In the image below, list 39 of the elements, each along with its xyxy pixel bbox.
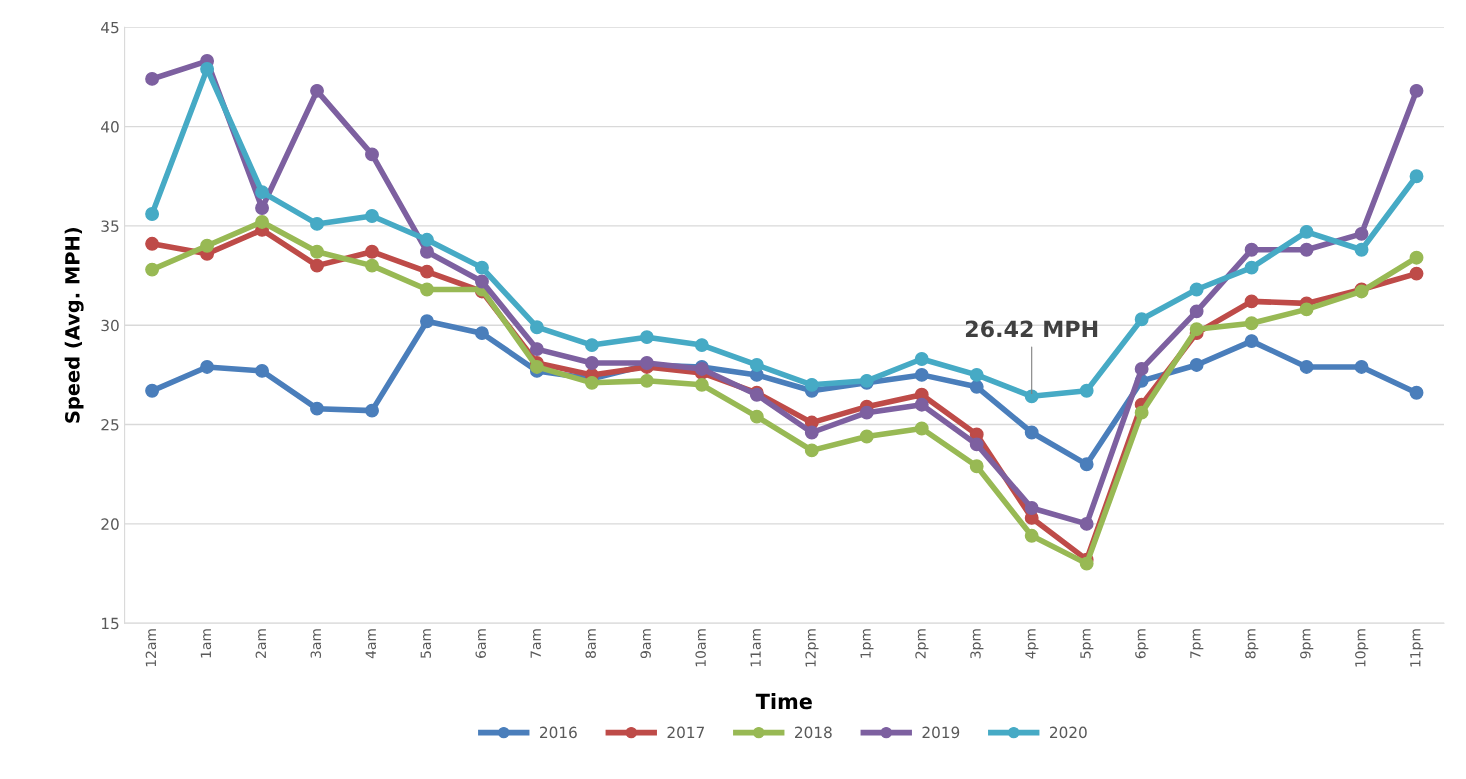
x-tick-label: 11am: [750, 629, 761, 667]
x-tick-label: 8am: [585, 629, 596, 658]
x-tick-label: 7pm: [1190, 629, 1204, 659]
x-tick-label: 5pm: [1080, 629, 1094, 659]
x-tick-label: 4am: [365, 629, 377, 659]
legend-label: 2020: [1050, 726, 1087, 739]
y-tick-label: 25: [101, 419, 119, 431]
x-tick-label: 2am: [255, 629, 267, 658]
x-tick-label: 1pm: [860, 629, 874, 658]
x-tick-label: 9pm: [1300, 629, 1314, 659]
x-tick-label: 1am: [200, 629, 212, 658]
x-axis-title: Time: [755, 693, 812, 710]
y-axis-title: Speed (Avg. MPH): [64, 228, 84, 423]
x-tick-label: 12am: [145, 629, 157, 667]
legend-label: 2018: [795, 726, 832, 739]
x-tick-label: 11pm: [1410, 629, 1424, 667]
y-tick-label: 20: [101, 518, 119, 530]
x-tick-label: 2pm: [915, 629, 929, 659]
y-tick-label: 35: [101, 220, 119, 232]
x-tick-label: 7am: [530, 629, 541, 658]
x-tick-label: 3pm: [970, 629, 984, 659]
legend-label: 2019: [922, 726, 960, 739]
y-tick-label: 15: [101, 617, 119, 630]
x-tick-label: 10am: [695, 629, 706, 667]
y-tick-label: 40: [101, 121, 119, 133]
x-tick-label: 4pm: [1025, 629, 1039, 659]
x-tick-label: 3am: [310, 629, 322, 658]
y-tick-label: 45: [101, 21, 119, 34]
y-tick-label: 30: [101, 319, 119, 332]
legend-label: 2016: [540, 726, 577, 739]
x-tick-label: 6am: [475, 629, 486, 658]
x-tick-label: 6pm: [1135, 629, 1149, 659]
x-tick-label: 9am: [640, 629, 651, 659]
annotation: 26.42 MPH: [965, 320, 1098, 338]
x-tick-label: 12pm: [805, 629, 819, 667]
legend-label: 2017: [667, 726, 704, 739]
x-tick-label: 5am: [420, 629, 431, 658]
x-tick-label: 8pm: [1245, 629, 1259, 659]
x-tick-label: 10pm: [1355, 629, 1369, 667]
